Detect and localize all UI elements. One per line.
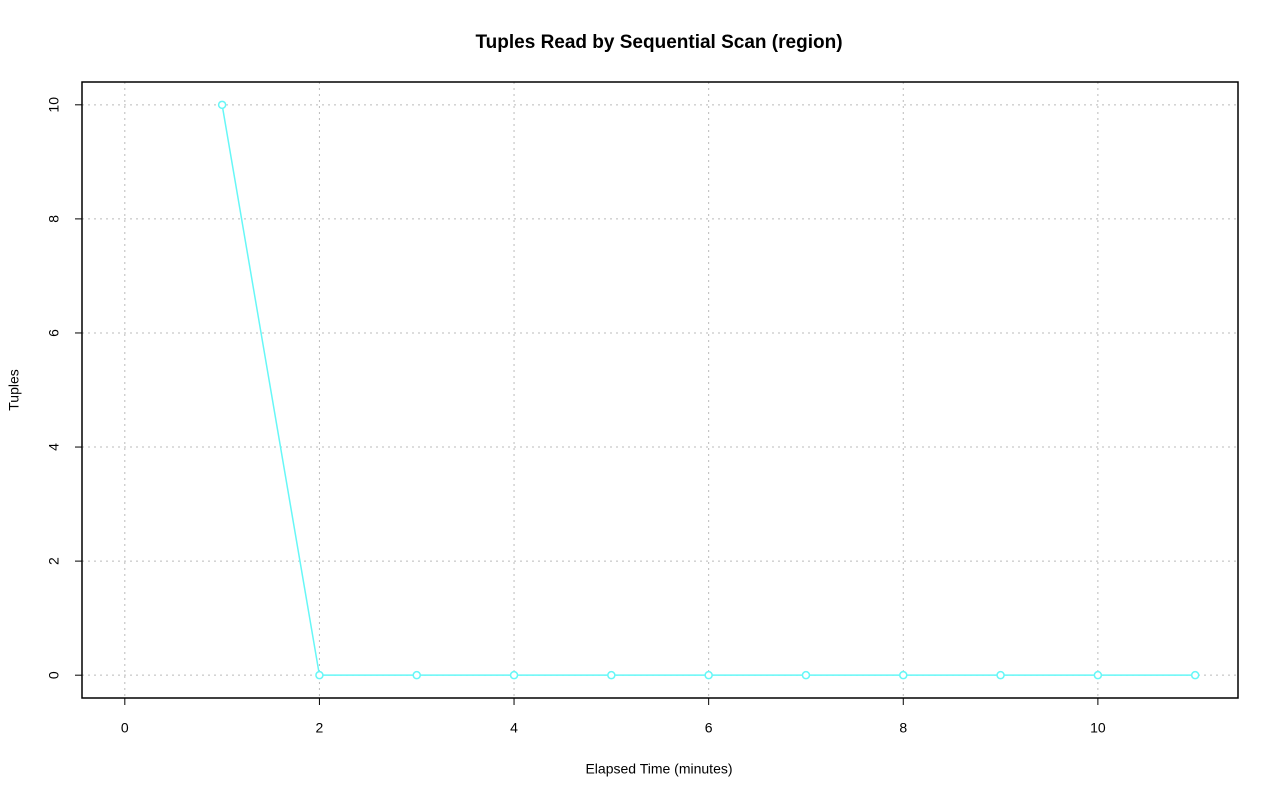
data-point (1093, 670, 1103, 680)
y-axis-label: Tuples (6, 369, 22, 411)
data-point (607, 670, 616, 680)
x-axis-label: Elapsed Time (minutes) (585, 761, 732, 777)
data-point (996, 670, 1005, 680)
data-point (315, 670, 324, 680)
y-tick-label: 2 (46, 557, 62, 565)
data-point (704, 670, 713, 680)
y-tick-label: 6 (46, 329, 62, 337)
y-tick-label: 4 (46, 443, 62, 451)
data-point (1190, 670, 1200, 680)
data-point (509, 670, 519, 680)
x-tick-label: 10 (1090, 720, 1106, 736)
data-point (217, 100, 227, 110)
data-point (899, 670, 908, 680)
x-tick-label: 0 (121, 720, 129, 736)
x-tick-label: 2 (316, 720, 324, 736)
data-point (801, 670, 811, 680)
x-tick-label: 4 (510, 720, 518, 736)
chart-title: Tuples Read by Sequential Scan (region) (475, 32, 842, 53)
y-tick-label: 8 (46, 215, 62, 223)
data-point (412, 670, 421, 680)
x-tick-label: 6 (705, 720, 713, 736)
y-tick-label: 0 (46, 671, 62, 679)
x-tick-label: 8 (899, 720, 907, 736)
y-tick-label: 10 (46, 97, 62, 113)
plot-frame (81, 81, 1239, 699)
